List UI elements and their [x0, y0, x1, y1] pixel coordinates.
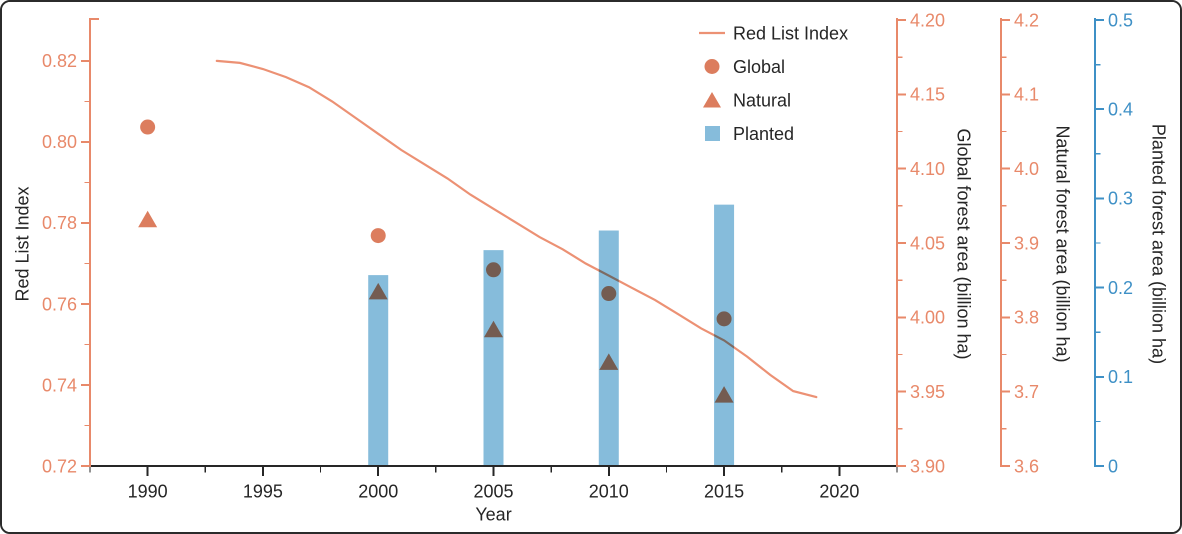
- legend-item-red-list-index: Red List Index: [699, 23, 848, 43]
- global-tick-label-3.95: 3.95: [910, 382, 945, 402]
- legend: Red List Index Global Natural Planted: [699, 23, 848, 144]
- rli-tick-label-0.82: 0.82: [42, 51, 77, 71]
- global-marker-2010: [601, 286, 617, 302]
- global-marker-2000: [370, 228, 386, 244]
- x-axis: 1990 1995 2000 2005 2010 2015 2020: [89, 465, 898, 501]
- rli-tick-label-0.78: 0.78: [42, 213, 77, 233]
- rli-tick-label-0.74: 0.74: [42, 375, 77, 395]
- planted-tick-label-0.2: 0.2: [1108, 278, 1133, 298]
- natural-tick-label-3.7: 3.7: [1014, 382, 1039, 402]
- natural-axis-title: Natural forest area (billion ha): [1053, 125, 1073, 362]
- legend-circle-swatch: [704, 59, 720, 74]
- legend-triangle-swatch: [703, 92, 721, 108]
- planted-tick-label-0.3: 0.3: [1108, 189, 1133, 209]
- natural-marker-2010: [599, 353, 619, 370]
- natural-marker-2015: [714, 386, 734, 403]
- legend-label-global: Global: [733, 57, 785, 77]
- rli-axis-title: Red List Index: [12, 186, 32, 301]
- legend-item-planted: Planted: [705, 124, 794, 144]
- rli-tick-label-0.72: 0.72: [42, 456, 77, 476]
- legend-item-natural: Natural: [703, 90, 791, 110]
- natural-tick-label-4.1: 4.1: [1014, 85, 1039, 105]
- x-tick-label-2005: 2005: [473, 481, 513, 501]
- x-tick-label-2010: 2010: [589, 481, 629, 501]
- global-marker-1990: [140, 119, 156, 135]
- legend-square-swatch: [705, 126, 720, 141]
- legend-label-planted: Planted: [733, 124, 794, 144]
- planted-bar-2005: [483, 250, 504, 466]
- planted-tick-label-0: 0: [1108, 456, 1118, 476]
- global-axis: 3.90 3.95 4.00 4.05 4.10 4.15 4.20: [896, 10, 945, 476]
- global-tick-label-3.90: 3.90: [910, 456, 945, 476]
- global-markers: [140, 119, 732, 327]
- x-tick-label-2020: 2020: [819, 481, 859, 501]
- legend-label-red-list-index: Red List Index: [733, 23, 848, 43]
- x-tick-label-2015: 2015: [704, 481, 744, 501]
- legend-label-natural: Natural: [733, 90, 791, 110]
- x-tick-label-1990: 1990: [128, 481, 168, 501]
- planted-tick-label-0.5: 0.5: [1108, 10, 1133, 30]
- rli-tick-label-0.76: 0.76: [42, 294, 77, 314]
- global-axis-title: Global forest area (billion ha): [954, 128, 974, 359]
- global-tick-label-4.00: 4.00: [910, 308, 945, 328]
- rli-tick-label-0.80: 0.80: [42, 132, 77, 152]
- planted-axis: 0 0.1 0.2 0.3 0.4 0.5: [1094, 10, 1133, 476]
- planted-bar-2010: [598, 230, 619, 466]
- planted-axis-title: Planted forest area (billion ha): [1149, 124, 1169, 364]
- natural-tick-label-3.9: 3.9: [1014, 233, 1039, 253]
- global-marker-2005: [486, 262, 501, 278]
- global-marker-2015: [716, 311, 732, 327]
- natural-axis: 3.6 3.7 3.8 3.9 4.0 4.1 4.2: [1000, 10, 1039, 476]
- global-tick-label-4.20: 4.20: [910, 10, 945, 30]
- planted-tick-label-0.1: 0.1: [1108, 367, 1133, 387]
- natural-marker-1990: [138, 210, 158, 228]
- planted-bar-2015: [714, 204, 735, 467]
- natural-tick-label-4.0: 4.0: [1014, 159, 1039, 179]
- natural-tick-label-3.6: 3.6: [1014, 456, 1039, 476]
- x-tick-label-2000: 2000: [358, 481, 398, 501]
- rli-axis: 0.72 0.74 0.76 0.78 0.80 0.82: [42, 18, 99, 476]
- natural-tick-label-4.2: 4.2: [1014, 10, 1039, 30]
- natural-tick-label-3.8: 3.8: [1014, 308, 1039, 328]
- x-tick-label-1995: 1995: [243, 481, 283, 501]
- line-and-markers-layer: [138, 59, 818, 403]
- legend-item-global: Global: [704, 57, 785, 77]
- natural-marker-2005: [484, 320, 503, 338]
- planted-tick-label-0.4: 0.4: [1108, 100, 1133, 120]
- natural-markers: [138, 210, 734, 403]
- global-tick-label-4.15: 4.15: [910, 85, 945, 105]
- red-list-index-line: [215, 59, 818, 399]
- global-tick-label-4.10: 4.10: [910, 159, 945, 179]
- natural-marker-2000: [368, 282, 388, 300]
- global-tick-label-4.05: 4.05: [910, 233, 945, 253]
- planted-bars: [368, 204, 735, 467]
- x-axis-title: Year: [475, 504, 511, 524]
- planted-bar-2000: [368, 275, 389, 466]
